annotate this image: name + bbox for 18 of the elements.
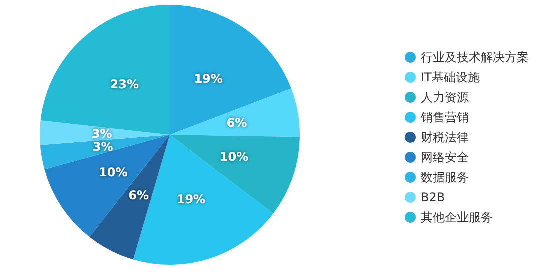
legend-label: 其他企业服务 xyxy=(421,210,493,224)
data-label: 19% xyxy=(194,72,223,86)
data-label: 3% xyxy=(92,126,112,141)
legend-label: B2B xyxy=(421,190,446,204)
data-label: 10% xyxy=(99,166,128,180)
legend-label: 人力资源 xyxy=(421,90,469,104)
data-label: 19% xyxy=(176,192,206,207)
legend-label: 销售营销 xyxy=(420,110,469,124)
data-label: 6% xyxy=(226,116,248,130)
legend-label: 数据服务 xyxy=(421,170,469,184)
legend-label: 网络安全 xyxy=(421,150,469,164)
legend-label: IT基础设施 xyxy=(421,70,480,84)
legend-label: 行业及技术解决方案 xyxy=(421,50,529,64)
data-label: 3% xyxy=(92,140,114,154)
data-label: 23% xyxy=(110,77,140,92)
data-label: 6% xyxy=(128,188,150,202)
data-label: 10% xyxy=(220,150,249,164)
legend-label: 财税法律 xyxy=(421,130,469,144)
